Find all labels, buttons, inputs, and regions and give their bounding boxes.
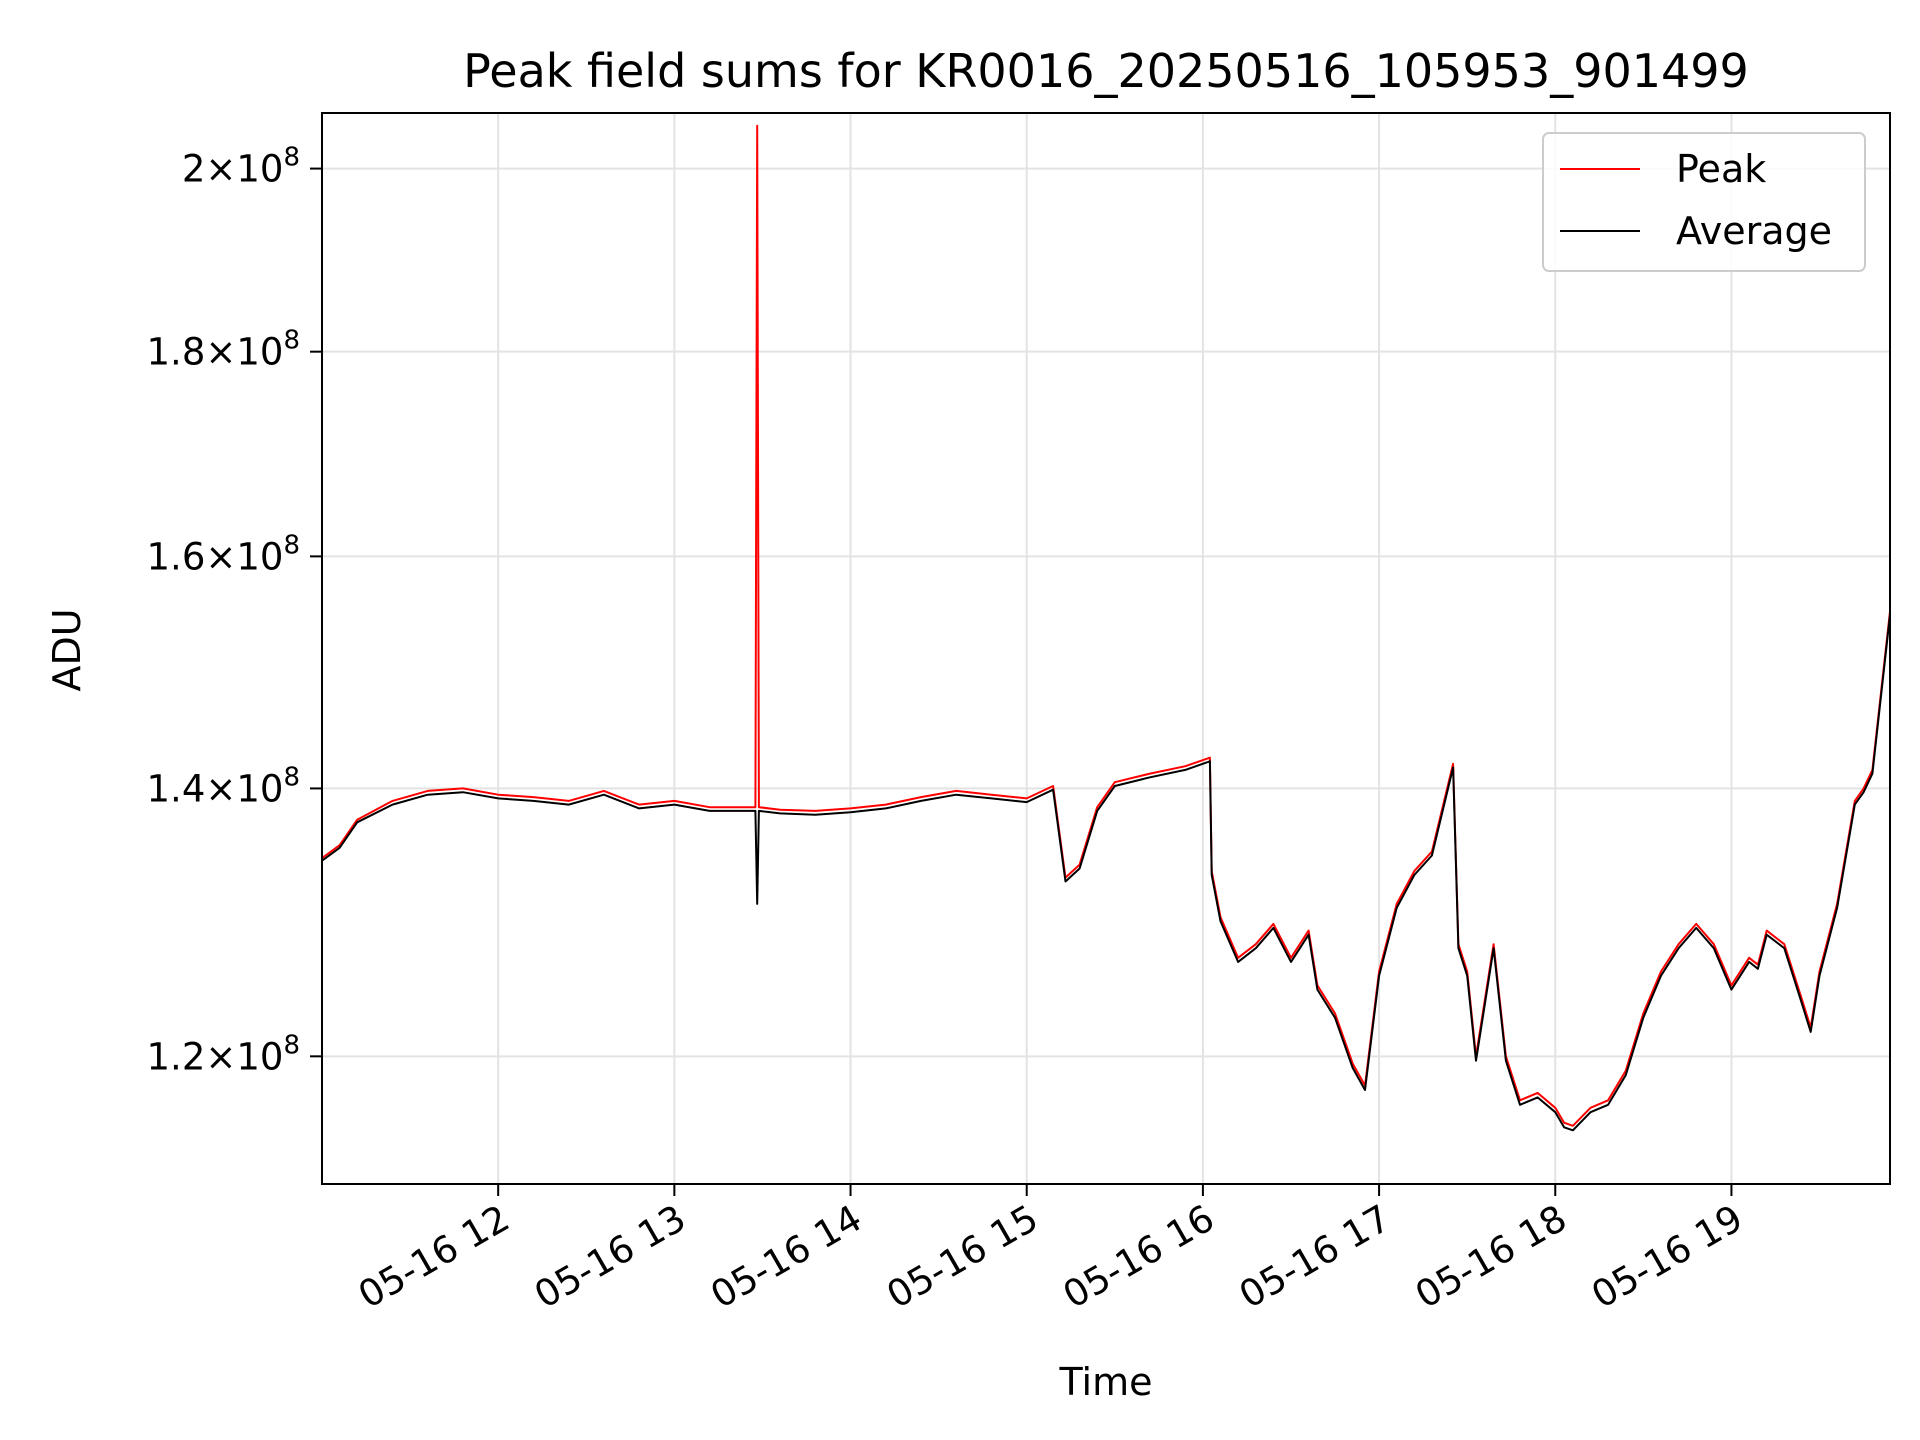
legend-label-peak: Peak (1676, 147, 1766, 191)
y-tick-label: 1.2×108 (147, 1030, 300, 1078)
grid (322, 113, 1890, 1184)
series-line-average (322, 614, 1890, 1132)
plot-frame (321, 112, 1891, 1185)
y-tick-label: 1.8×108 (147, 326, 300, 374)
legend-box (1542, 132, 1866, 272)
y-tick-label: 1.4×108 (147, 762, 300, 810)
legend-label-average: Average (1676, 209, 1832, 253)
x-axis-label: Time (1059, 1360, 1153, 1404)
legend: Peak Average (1542, 132, 1866, 272)
y-tick-label: 2×108 (182, 143, 300, 191)
y-axis-label: ADU (45, 608, 89, 691)
series-lines (322, 124, 1890, 1132)
y-tick-label: 1.6×108 (147, 530, 300, 578)
chart-title: Peak field sums for KR0016_20250516_1059… (463, 44, 1749, 98)
